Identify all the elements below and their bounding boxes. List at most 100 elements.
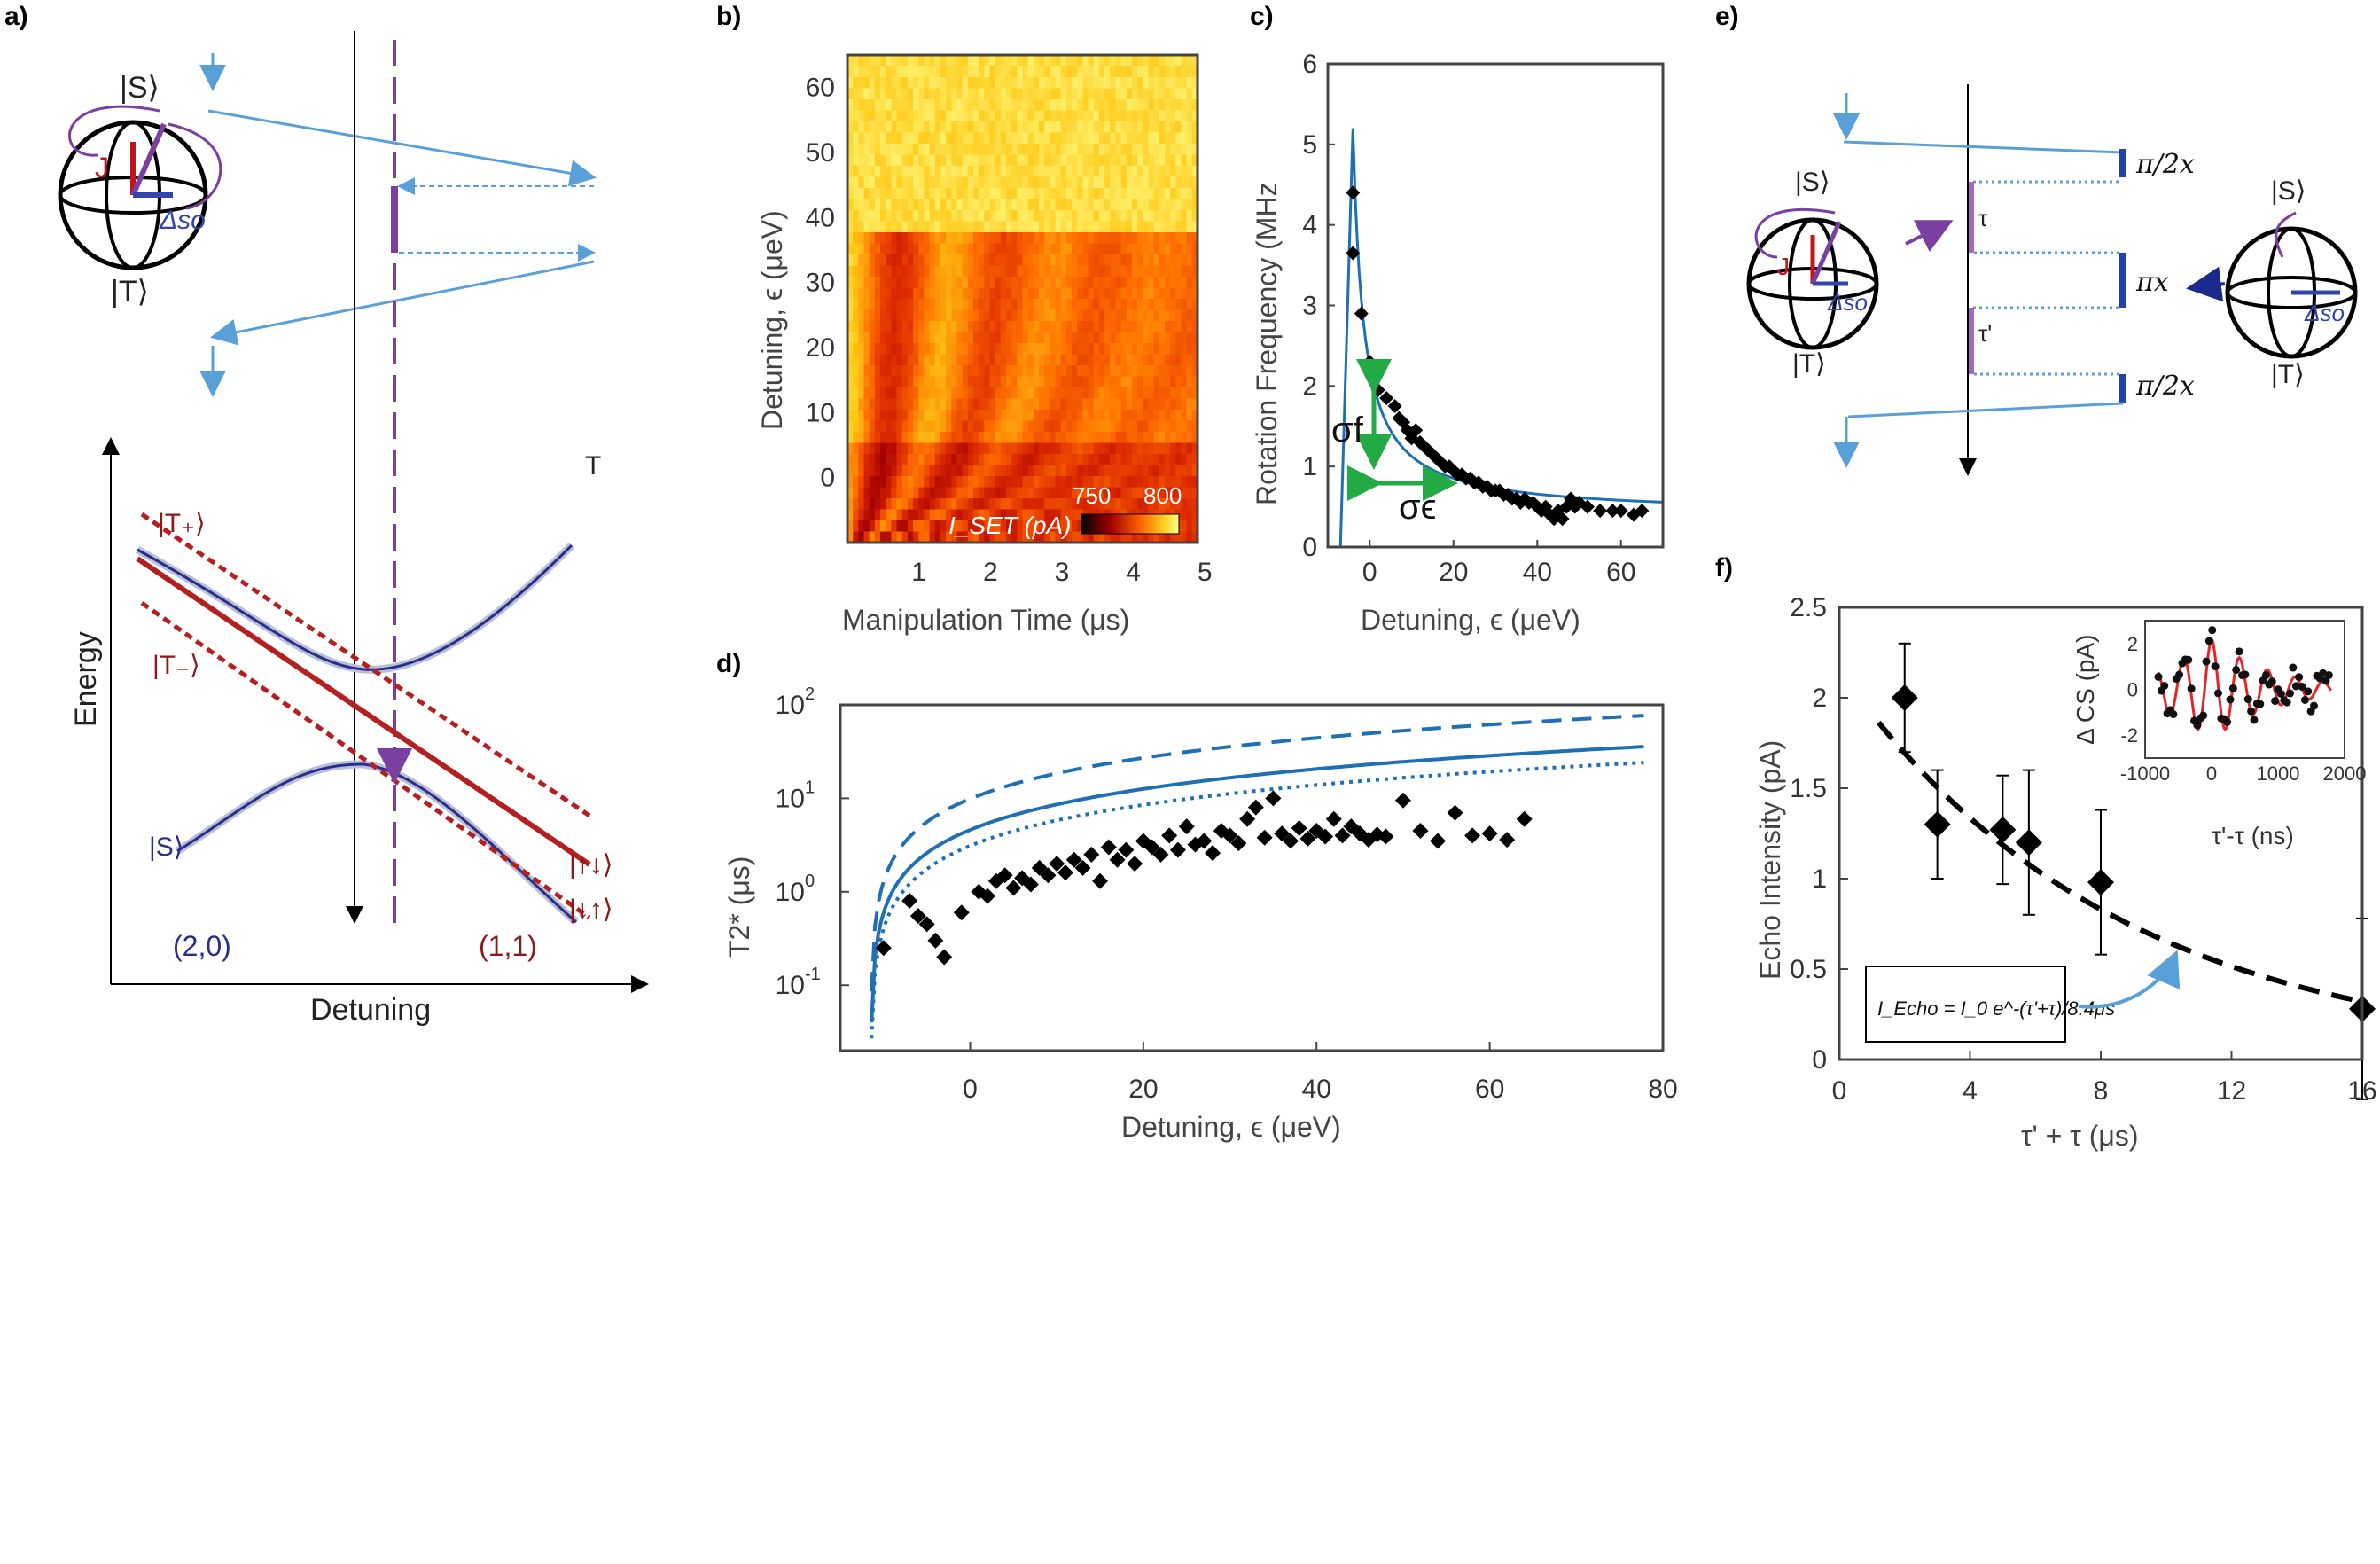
heatmap-cell: [989, 188, 996, 200]
heatmap-cell: [869, 343, 876, 356]
heatmap-cell: [913, 398, 919, 411]
heatmap-cell: [1060, 309, 1067, 322]
heatmap-cell: [1011, 309, 1018, 322]
heatmap-cell: [874, 520, 881, 533]
heatmap-cell: [1027, 442, 1034, 455]
heatmap-cell: [1077, 232, 1083, 245]
heatmap-cell: [1055, 277, 1062, 289]
heatmap-cell: [901, 376, 909, 388]
heatmap-cell: [1060, 454, 1067, 466]
heatmap-cell: [853, 55, 859, 67]
heatmap-cell: [1110, 99, 1117, 112]
heatmap-cell: [940, 442, 947, 455]
heatmap-cell: [1143, 176, 1150, 189]
heatmap-cell: [934, 487, 941, 499]
heatmap-cell: [946, 254, 952, 267]
heatmap-cell: [1181, 232, 1188, 245]
heatmap-cell: [1077, 432, 1083, 444]
heatmap-cell: [995, 154, 1002, 167]
inset-point: [2267, 677, 2276, 686]
heatmap-cell: [880, 321, 886, 333]
heatmap-cell: [907, 265, 914, 278]
heatmap-cell: [1060, 299, 1067, 311]
heatmap-cell: [1044, 332, 1050, 344]
heatmap-cell: [973, 387, 979, 400]
bloch-sphere-e-left: [1746, 207, 1879, 350]
heatmap-cell: [1039, 66, 1045, 78]
inset-xtick: 1000: [2257, 762, 2300, 785]
heatmap-cell: [1044, 99, 1050, 112]
heatmap-cell: [967, 465, 974, 477]
heatmap-cell: [1050, 442, 1057, 455]
heatmap-cell: [1170, 321, 1176, 333]
heatmap-cell: [1104, 376, 1111, 388]
heatmap-cell: [1159, 66, 1166, 78]
heatmap-cell: [907, 188, 914, 200]
heatmap-cell: [973, 420, 979, 433]
heatmap-cell: [1022, 365, 1029, 378]
heatmap-cell: [1159, 55, 1166, 67]
heatmap-cell: [984, 365, 991, 378]
heatmap-cell: [1110, 210, 1117, 223]
heatmap-cell: [1022, 398, 1029, 411]
heatmap-cell: [1159, 154, 1166, 167]
heatmap-cell: [1104, 410, 1111, 422]
heatmap-cell: [1006, 243, 1012, 255]
heatmap-cell: [962, 99, 969, 112]
heatmap-cell: [1077, 321, 1083, 333]
heatmap-cell: [967, 55, 974, 67]
heatmap-cell: [863, 287, 870, 300]
heatmap-cell: [1082, 210, 1089, 223]
panel-b-xtick: 4: [1126, 558, 1141, 587]
heatmap-cell: [1126, 309, 1133, 322]
heatmap-cell: [962, 265, 969, 278]
heatmap-cell: [1110, 277, 1117, 289]
heatmap-cell: [1159, 321, 1166, 333]
heatmap-cell: [962, 454, 969, 466]
heatmap-cell: [924, 176, 931, 189]
heatmap-cell: [1143, 88, 1150, 100]
heatmap-cell: [880, 88, 886, 100]
heatmap-cell: [1000, 299, 1007, 311]
heatmap-cell: [989, 121, 996, 134]
heatmap-cell: [1033, 520, 1040, 533]
heatmap-cell: [934, 277, 941, 289]
heatmap-cell: [1088, 121, 1095, 134]
heatmap-cell: [891, 376, 898, 388]
heatmap-cell: [907, 254, 914, 267]
heatmap-cell: [1120, 442, 1128, 455]
heatmap-cell: [1120, 144, 1128, 156]
heatmap-cell: [1060, 221, 1067, 233]
heatmap-cell: [951, 487, 958, 499]
heatmap-cell: [1175, 309, 1182, 322]
heatmap-cell: [1060, 110, 1067, 122]
heatmap-cell: [1044, 254, 1050, 267]
heatmap-cell: [891, 287, 898, 300]
heatmap-cell: [1120, 210, 1128, 223]
heatmap-cell: [858, 465, 865, 477]
heatmap-cell: [1039, 55, 1045, 67]
heatmap-cell: [1170, 188, 1176, 200]
heatmap-cell: [1175, 221, 1182, 233]
heatmap-cell: [1170, 66, 1176, 78]
heatmap-cell: [924, 476, 931, 489]
heatmap-cell: [973, 520, 979, 533]
heatmap-cell: [1120, 387, 1128, 400]
heatmap-cell: [1011, 410, 1018, 422]
heatmap-cell: [863, 398, 870, 411]
panel-c-point: [1613, 504, 1628, 519]
heatmap-cell: [1126, 188, 1133, 200]
heatmap-cell: [1137, 420, 1143, 433]
heatmap-cell: [1115, 287, 1122, 300]
heatmap-cell: [995, 77, 1002, 90]
heatmap-cell: [1143, 277, 1150, 289]
heatmap-cell: [847, 99, 854, 112]
heatmap-cell: [1181, 166, 1188, 178]
heatmap-cell: [1060, 88, 1067, 100]
heatmap-cell: [1120, 432, 1128, 444]
heatmap-cell: [1115, 309, 1122, 322]
heatmap-cell: [891, 176, 898, 189]
heatmap-cell: [918, 210, 925, 223]
heatmap-cell: [1027, 509, 1034, 521]
heatmap-cell: [984, 199, 991, 211]
